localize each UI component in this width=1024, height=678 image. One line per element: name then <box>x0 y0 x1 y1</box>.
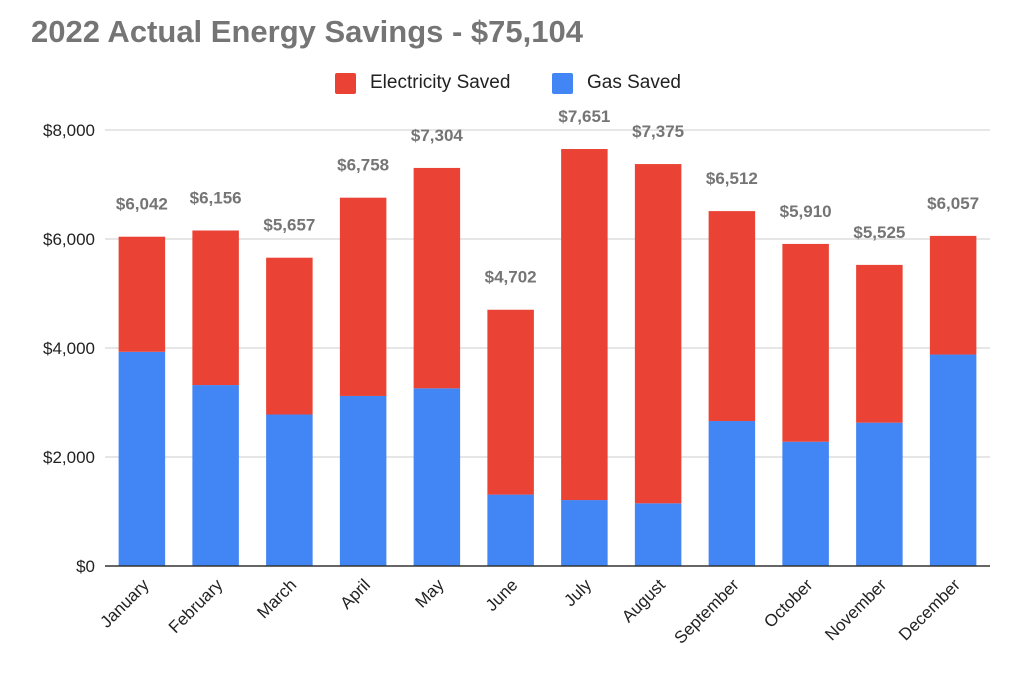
total-data-label: $5,657 <box>263 216 315 235</box>
bar-gas-saved <box>782 441 829 566</box>
bar-electricity-saved <box>266 257 313 415</box>
bar-electricity-saved <box>192 230 239 386</box>
bar-gas-saved <box>413 388 461 566</box>
x-tick-label: November <box>821 575 890 644</box>
x-tick-label: July <box>560 575 595 610</box>
bar-gas-saved <box>118 351 166 566</box>
bar-gas-saved <box>561 500 608 566</box>
bar-gas-saved <box>266 414 313 566</box>
bar-gas-saved <box>339 395 387 566</box>
x-tick-label: June <box>482 575 522 615</box>
legend: Electricity Saved Gas Saved <box>0 72 1024 98</box>
x-tick-label: February <box>165 575 227 637</box>
bar-electricity-saved <box>561 149 608 501</box>
total-data-label: $7,375 <box>632 122 684 141</box>
total-data-label: $6,156 <box>190 188 242 207</box>
bar-electricity-saved <box>708 211 756 422</box>
total-data-label: $6,042 <box>116 195 168 214</box>
x-tick-label: May <box>412 575 448 611</box>
bar-electricity-saved <box>634 164 682 504</box>
total-data-label: $6,512 <box>706 169 758 188</box>
x-tick-label: December <box>895 575 964 644</box>
total-data-label: $5,525 <box>853 223 905 242</box>
x-tick-label: October <box>760 575 816 631</box>
chart-title: 2022 Actual Energy Savings - $75,104 <box>31 14 583 49</box>
total-data-label: $7,304 <box>411 126 464 145</box>
bar-electricity-saved <box>413 167 461 389</box>
y-tick-label: $8,000 <box>43 121 95 140</box>
x-tick-label: September <box>670 575 742 647</box>
bar-electricity-saved <box>118 236 166 352</box>
total-data-label: $4,702 <box>485 268 537 287</box>
total-data-label: $6,758 <box>337 156 389 175</box>
y-tick-label: $6,000 <box>43 230 95 249</box>
bar-gas-saved <box>708 421 756 566</box>
x-tick-label: August <box>618 575 669 626</box>
bar-electricity-saved <box>487 309 534 495</box>
legend-label-electricity: Electricity Saved <box>370 72 511 93</box>
legend-item-gas: Gas Saved <box>552 72 681 94</box>
legend-label-gas: Gas Saved <box>587 72 681 93</box>
legend-item-electricity: Electricity Saved <box>335 72 510 94</box>
y-tick-label: $4,000 <box>43 339 95 358</box>
bar-gas-saved <box>487 494 534 566</box>
legend-swatch-electricity <box>335 72 356 94</box>
total-data-label: $6,057 <box>927 194 979 213</box>
bar-gas-saved <box>634 503 682 566</box>
x-tick-label: March <box>253 575 300 622</box>
x-tick-label: April <box>336 575 373 612</box>
total-data-label: $7,651 <box>558 107 610 126</box>
total-data-label: $5,910 <box>780 202 832 221</box>
legend-swatch-gas <box>552 72 573 94</box>
y-tick-label: $0 <box>76 557 95 576</box>
bar-electricity-saved <box>929 235 977 355</box>
bar-electricity-saved <box>782 243 829 442</box>
y-tick-label: $2,000 <box>43 448 95 467</box>
bar-electricity-saved <box>856 264 903 423</box>
bar-gas-saved <box>856 422 903 566</box>
x-tick-label: January <box>96 575 153 632</box>
bar-electricity-saved <box>339 197 387 396</box>
bar-gas-saved <box>192 385 239 566</box>
bar-gas-saved <box>929 354 977 566</box>
